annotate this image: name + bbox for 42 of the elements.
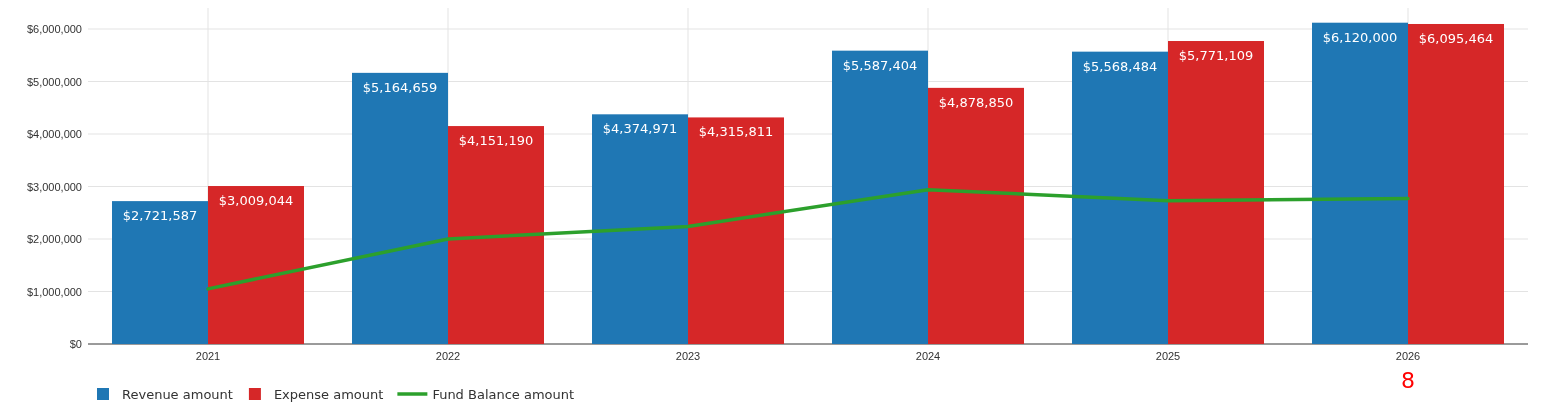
data-label: $5,587,404 bbox=[842, 57, 918, 73]
y-tick-label: $5,000,000 bbox=[26, 75, 82, 88]
data-label: $4,374,971 bbox=[602, 121, 678, 137]
data-label: $4,151,190 bbox=[458, 133, 534, 149]
legend-label: Expense amount bbox=[273, 387, 384, 402]
data-label: $2,721,587 bbox=[122, 208, 198, 224]
y-tick-label: $4,000,000 bbox=[26, 128, 82, 141]
x-tick-label: 2026 bbox=[1395, 349, 1421, 362]
bar bbox=[1312, 22, 1408, 344]
x-tick-label: 2021 bbox=[195, 349, 221, 362]
legend-label: Fund Balance amount bbox=[432, 387, 575, 402]
data-label: $6,120,000 bbox=[1322, 29, 1398, 45]
data-label: $4,878,850 bbox=[938, 94, 1014, 110]
bar bbox=[448, 126, 544, 344]
bar bbox=[832, 50, 928, 344]
data-label: $3,009,044 bbox=[218, 193, 294, 209]
bar bbox=[688, 117, 784, 344]
data-label: $6,095,464 bbox=[1418, 30, 1494, 46]
bar bbox=[208, 186, 304, 344]
bar bbox=[1072, 51, 1168, 344]
data-label: $5,771,109 bbox=[1178, 48, 1254, 64]
line-series bbox=[206, 187, 1410, 291]
bar bbox=[592, 114, 688, 344]
x-tick-label: 2024 bbox=[915, 349, 941, 362]
x-tick-label: 2025 bbox=[1155, 349, 1181, 362]
bar bbox=[1168, 41, 1264, 344]
y-tick-label: $6,000,000 bbox=[26, 23, 82, 36]
x-tick-label: 2023 bbox=[675, 349, 701, 362]
y-tick-label: $2,000,000 bbox=[26, 233, 82, 246]
data-label: $5,568,484 bbox=[1082, 58, 1158, 74]
bar bbox=[112, 201, 208, 344]
data-label: $5,164,659 bbox=[362, 79, 438, 95]
x-tick-label: 2022 bbox=[435, 349, 461, 362]
bar bbox=[928, 87, 1024, 344]
y-tick-label: $3,000,000 bbox=[26, 180, 82, 193]
y-tick-label: $0 bbox=[69, 338, 82, 351]
bar bbox=[352, 72, 448, 344]
legend-label: Revenue amount bbox=[122, 387, 233, 402]
text: 8 bbox=[1401, 368, 1415, 393]
data-label: $4,315,811 bbox=[698, 124, 774, 140]
y-tick-label: $1,000,000 bbox=[26, 285, 82, 298]
bar bbox=[1408, 23, 1504, 344]
